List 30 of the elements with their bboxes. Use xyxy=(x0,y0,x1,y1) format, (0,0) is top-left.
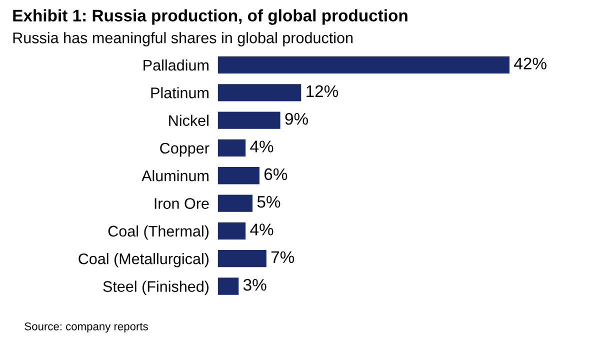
bar xyxy=(218,222,246,240)
data-label: 6% xyxy=(264,168,288,180)
data-label: 4% xyxy=(250,140,274,152)
bar xyxy=(218,278,239,295)
data-label: 12% xyxy=(306,85,338,98)
y-tick-label: Nickel xyxy=(169,114,208,126)
bar xyxy=(218,167,260,184)
bar xyxy=(218,139,246,157)
chart-subtitle: Russia has meaningful shares in global production xyxy=(13,32,353,46)
data-label: 5% xyxy=(257,196,280,208)
y-tick-label: Copper xyxy=(160,142,210,157)
data-label: 4% xyxy=(250,224,274,236)
y-tick-label: Palladium xyxy=(144,59,208,71)
bar xyxy=(218,84,302,102)
y-tick-label: Coal (Thermal) xyxy=(108,225,209,240)
y-tick-label: Coal (Metallurgical) xyxy=(78,253,209,268)
bar xyxy=(218,112,280,129)
y-tick-label: Iron Ore xyxy=(154,198,209,209)
y-tick-label: Steel (Finished) xyxy=(103,280,209,295)
data-label: 7% xyxy=(271,251,294,263)
chart-title: Exhibit 1: Russia production, of global production xyxy=(13,9,408,25)
data-label: 42% xyxy=(514,58,546,70)
bar xyxy=(218,56,510,74)
y-tick-label: Aluminum xyxy=(142,170,208,182)
y-tick-label: Platinum xyxy=(151,87,208,98)
data-label: 3% xyxy=(243,278,266,291)
source-note: Source: company reports xyxy=(24,322,148,333)
bar xyxy=(218,250,266,268)
bar xyxy=(218,194,253,212)
data-label: 9% xyxy=(285,112,308,125)
